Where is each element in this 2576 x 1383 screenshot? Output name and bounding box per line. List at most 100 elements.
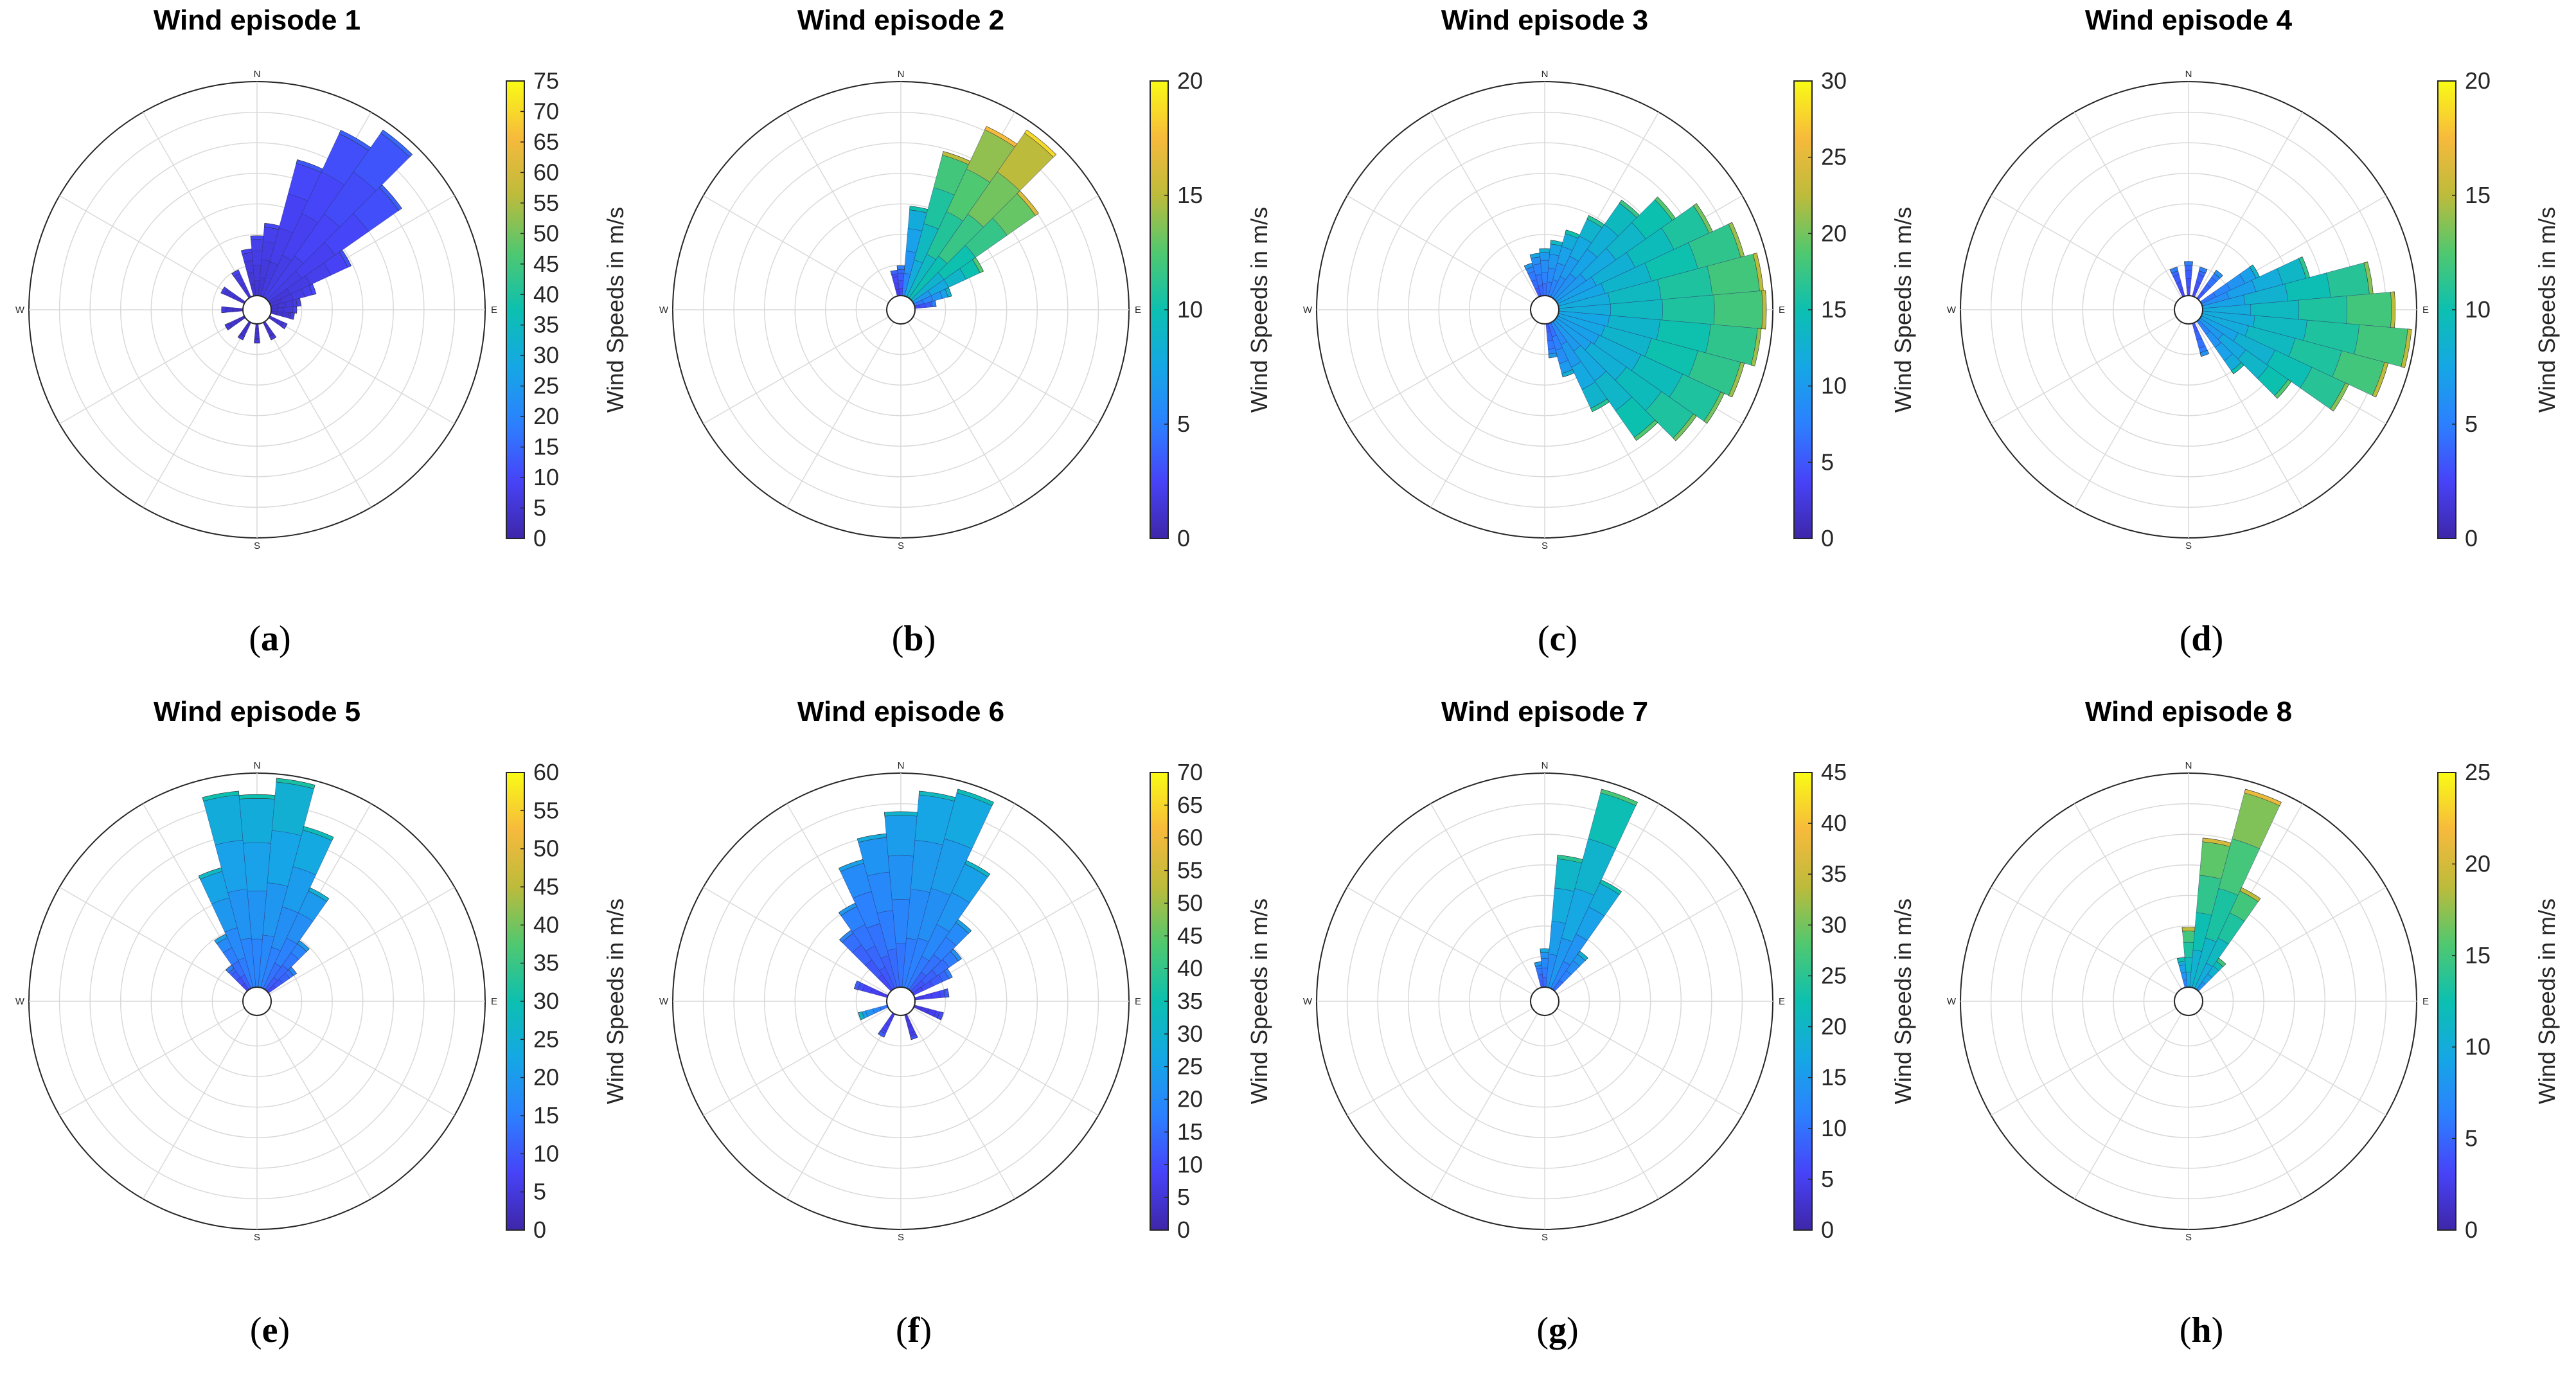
colorbar-tick-label: 20 [533,403,559,429]
rose-sector-rim [1024,129,1057,158]
colorbar-tick-label: 25 [533,1026,559,1052]
panel-d: Wind episode 4 N E S W 0 5 10 15 20 Wind Speeds in… [1932,0,2575,692]
polar-grid-spoke [786,112,894,298]
direction-label-n: N [1541,760,1549,771]
panel-c: Wind episode 3 N E S W 0 5 10 15 20 25 30 Wind Speed… [1288,0,1932,692]
direction-label-e: E [1135,996,1141,1007]
rose-sector-band [1540,958,1549,968]
panel-g: Wind episode 7 N E S W 0 5 10 15 20 25 30 35 40 45 Wind… [1288,692,1932,1383]
rose-sector-rim [226,965,235,974]
colorbar-tick-label: 45 [533,251,559,277]
direction-label-n: N [898,760,905,771]
colorbar-label: Wind Speeds in m/s [1246,207,1272,413]
rose-sector-rim [250,235,264,240]
colorbar-tick-label: 25 [2465,759,2491,785]
colorbar-tick-label: 30 [533,342,559,368]
colorbar-tick-label: 15 [1177,1118,1203,1145]
polar-grid-spoke [1347,1008,1533,1116]
rose-sector-band [930,990,941,999]
rose-sector-rim [281,322,288,330]
rose-sector-rim [1599,879,1622,895]
rose-sector-rim [853,980,861,990]
caption-letter: a [261,619,279,659]
colorbar: 0 5 10 15 20 25 30 35 40 45 50 55 60 65 70 Wind Speeds … [1150,759,1272,1243]
rose-sector-rim [884,811,918,817]
colorbar-tick-label: 30 [533,988,559,1014]
colorbar-tick-label: 30 [1821,67,1847,94]
polar-grid-spoke [1347,195,1533,303]
colorbar-tick-label: 5 [533,495,546,521]
polar-grid-spoke [2195,1013,2304,1199]
rose-sector-band [2232,789,2282,850]
colorbar-tick-label: 35 [1177,988,1203,1014]
subfigure-caption: (h) [2180,1310,2223,1350]
polar-grid-spoke [1551,1013,1660,1199]
direction-label-n: N [1541,69,1549,80]
colorbar-tick-label: 40 [1177,955,1203,981]
direction-label-s: S [254,540,260,551]
polar-grid-spoke [269,316,455,425]
rose-sector-rim [202,790,240,801]
colorbar-tick-label: 40 [1821,810,1847,836]
rose-sector-rim [276,778,315,789]
direction-label-e: E [1135,305,1141,316]
rose-sector-band [898,288,903,296]
wind-rose-chart-b: Wind episode 2 N E S W 0 5 10 15 20 Wind Speeds in… [659,4,1272,659]
polar-grid-spoke [2074,112,2182,298]
direction-label-e: E [2422,305,2429,316]
rose-sector-band [276,311,283,317]
rose-sector-rim [956,789,994,807]
polar-grid-spoke [2074,321,2182,508]
rose-sector-band [884,811,918,857]
polar-grid-spoke [2200,1008,2386,1116]
colorbar-tick-label: 20 [533,1064,559,1091]
chart-title: Wind episode 3 [1441,4,1648,36]
rose-sector-rim [224,323,232,331]
rose-sector-band [247,272,255,285]
direction-label-e: E [491,996,497,1007]
colorbar-tick-label: 0 [1177,525,1190,551]
colorbar-label: Wind Speeds in m/s [1890,898,1916,1104]
rose-sector-rim [380,129,413,158]
rose-sectors [2176,789,2282,992]
polar-grid-spoke [907,1013,1016,1199]
rose-sector-rim [1633,420,1658,441]
rose-sector-rim [943,988,950,998]
colorbar-tick-label: 25 [1177,1053,1203,1080]
polar-grid-spoke [1347,886,1533,995]
colorbar-tick-label: 45 [533,873,559,900]
colorbar-tick-label: 70 [1177,759,1203,785]
rose-sector-rim [2372,362,2389,398]
rose-sector-rim [1673,413,1697,442]
rose-sector-band [1588,789,1638,850]
polar-grid-spoke [1556,1008,1743,1116]
polar-grid-spoke [1430,803,1538,990]
polar-grid-spoke [786,321,894,508]
subfigure-caption: (e) [250,1310,290,1350]
direction-label-s: S [898,1232,904,1243]
polar-grid-spoke [1991,886,2177,995]
colorbar-tick-label: 75 [533,67,559,94]
panel-h: Wind episode 8 N E S W 0 5 10 15 20 25 Wind Speeds … [1932,692,2575,1383]
caption-letter: h [2191,1310,2211,1350]
center-hole [1530,986,1559,1016]
rose-sector-band [277,307,285,312]
rose-sector-rim [302,826,334,841]
colorbar-tick-label: 50 [533,220,559,246]
direction-label-e: E [491,305,497,316]
colorbar-tick-label: 10 [1177,1151,1203,1177]
rose-sector-band [898,280,904,289]
colorbar-gradient [1150,80,1169,539]
rose-sector-band [251,250,263,266]
colorbar-tick-label: 5 [1177,411,1190,437]
colorbar-tick-label: 5 [1177,1184,1190,1210]
subfigure-caption: (b) [892,619,936,659]
rose-sector-rim [269,334,277,341]
subfigure-caption: (f) [896,1310,932,1350]
colorbar-tick-label: 45 [1821,759,1847,785]
rose-sector-rim [937,1011,944,1021]
chart-title: Wind episode 5 [154,696,360,727]
rose-sector-rim [2390,291,2396,328]
direction-label-e: E [2422,996,2429,1007]
rose-sector-rim [289,312,295,320]
